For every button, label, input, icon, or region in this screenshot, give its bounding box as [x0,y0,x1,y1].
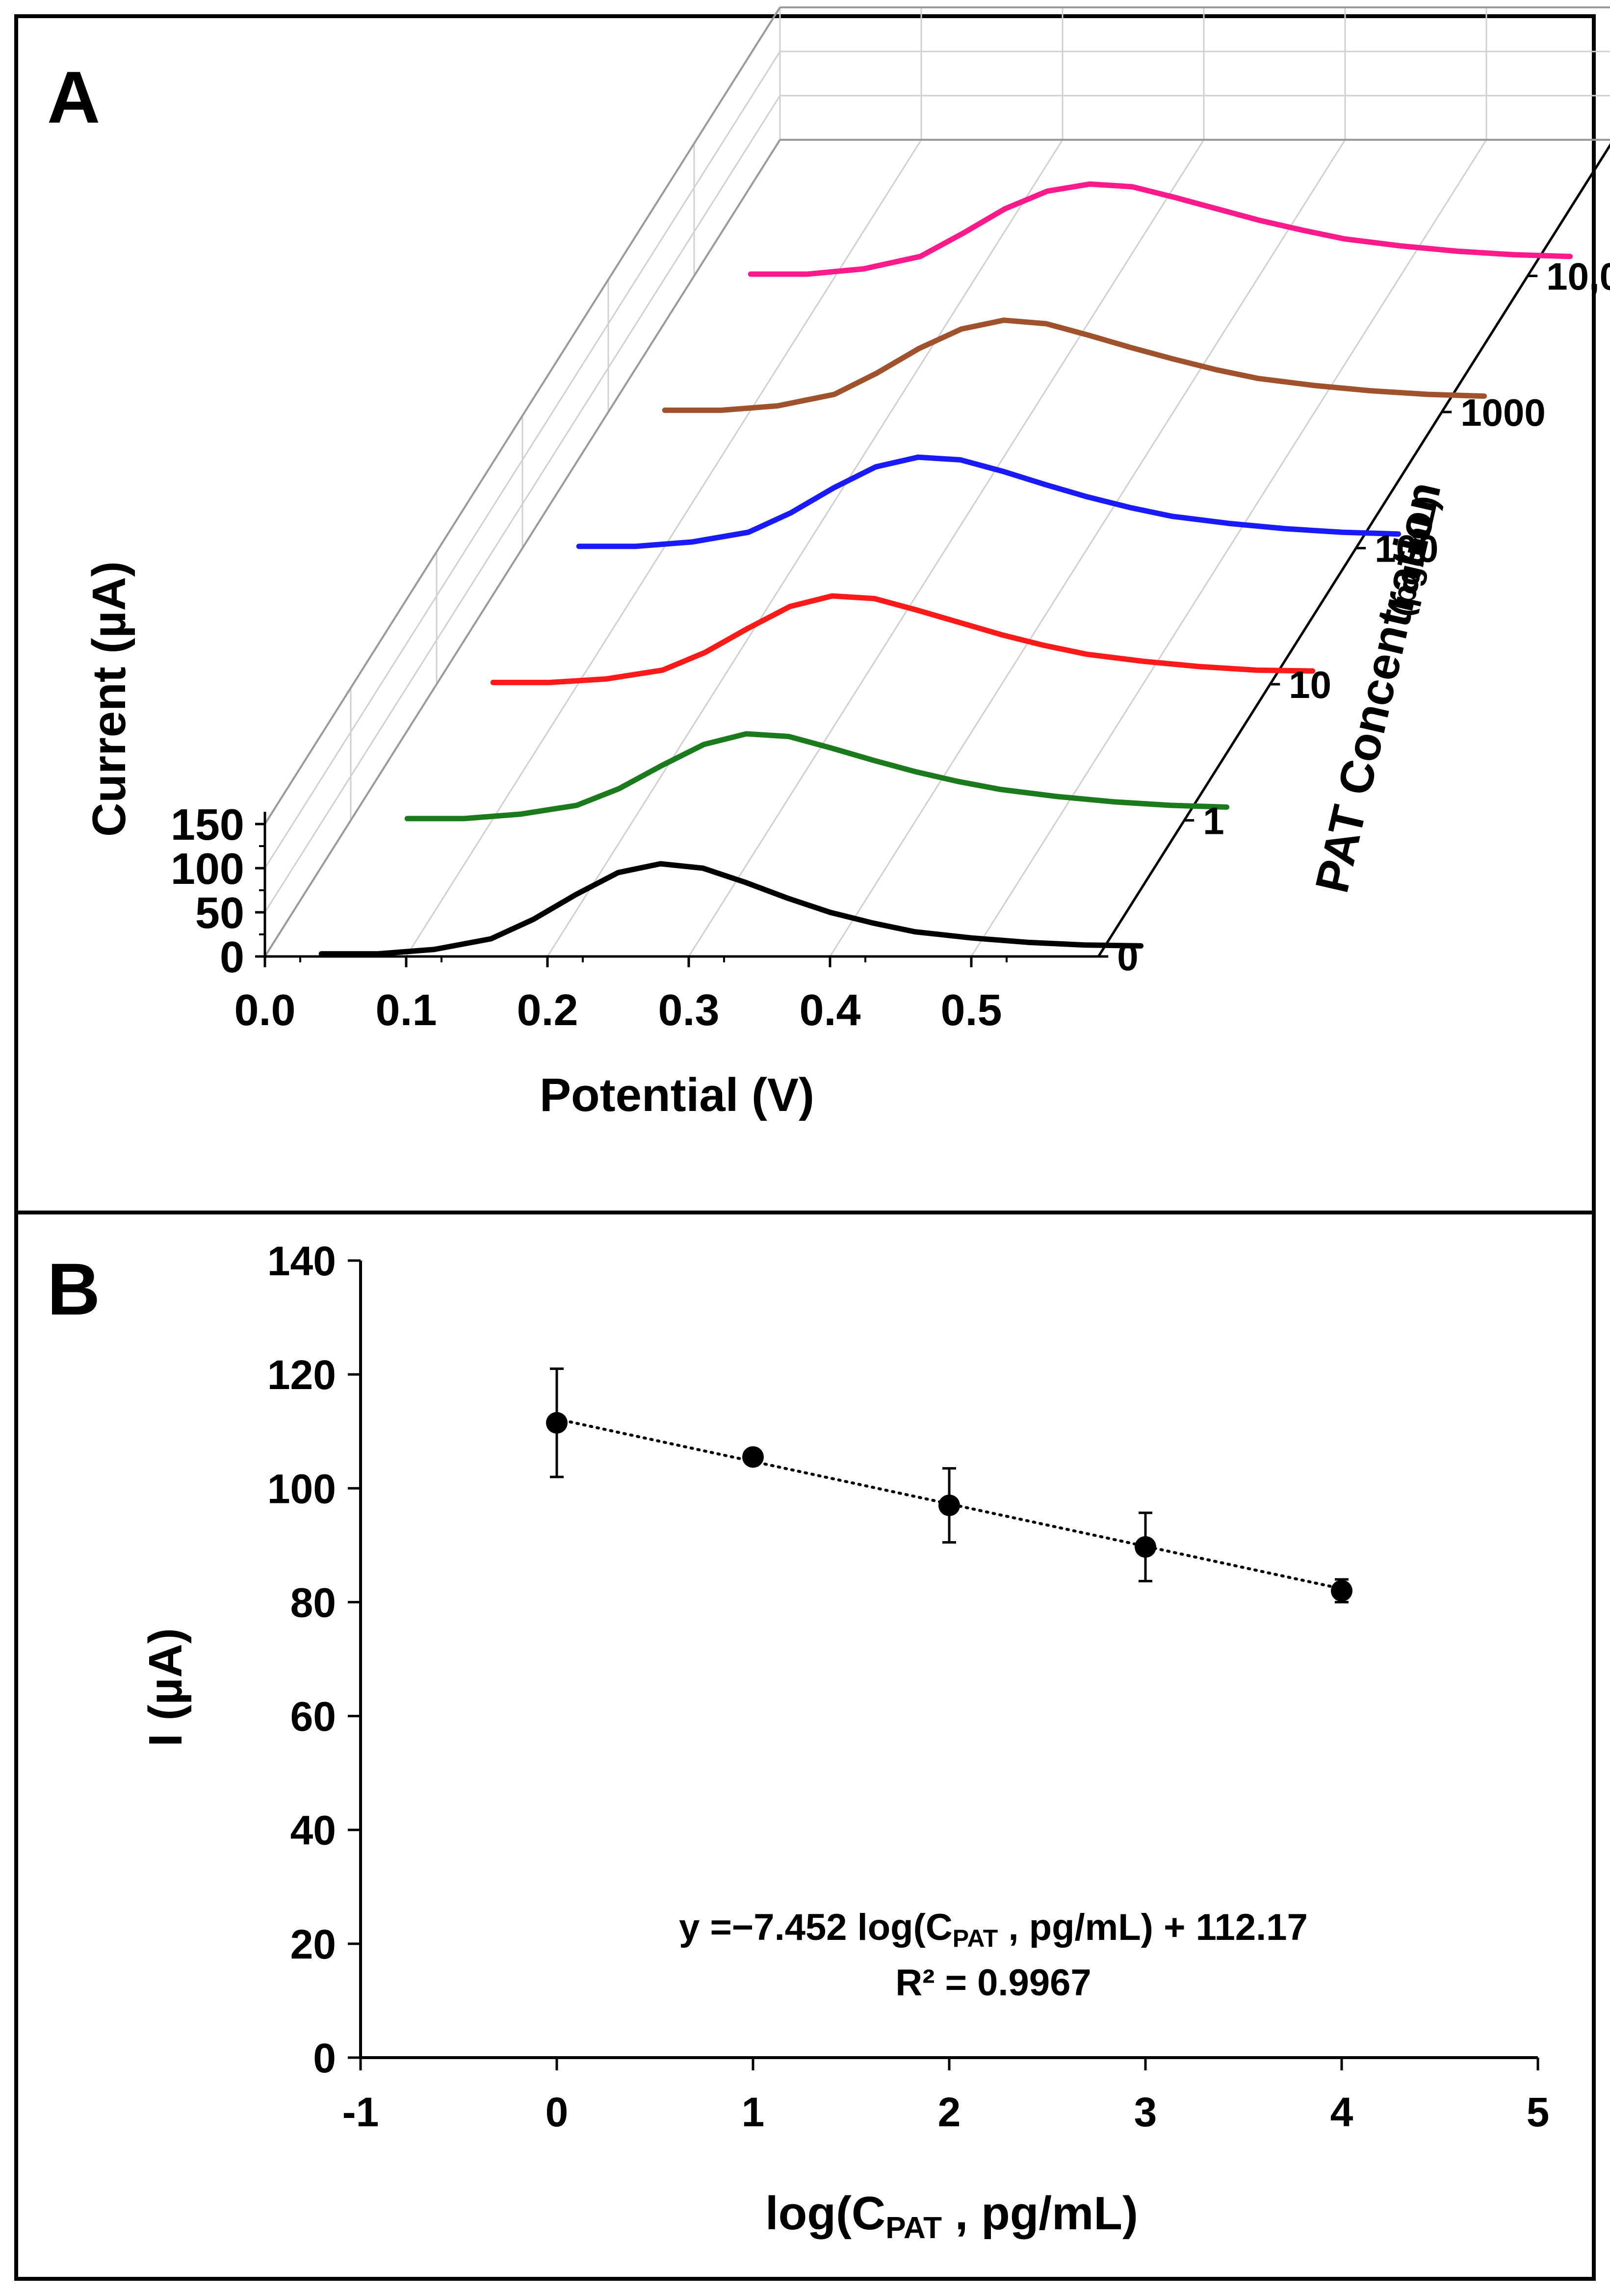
depth-tick-label: 10,000 [1546,255,1610,298]
figure-border [14,14,1596,2281]
floor-grid-line [688,139,1205,957]
panel-b-equation: y =−7.452 log(CPAT , pg/mL) + 112.17 [679,1907,1308,1952]
left-wall-grid-line [264,51,781,869]
panel-b-data [546,1367,1352,1603]
depth-tick-label: 1000 [1460,391,1546,434]
data-point [742,1446,764,1468]
depth-tick-label: 0 [1117,935,1138,979]
y-tick-label: 100 [267,1466,336,1512]
x-tick-label: 0 [545,2089,569,2135]
panel-b-equation-sub: PAT [953,1925,998,1952]
x-tick-label: 4 [1330,2089,1353,2135]
depth-tick-label: 10 [1289,663,1331,706]
data-point [1135,1536,1156,1558]
panel-b-x-title-main: log(C [765,2187,885,2240]
box-edge [264,6,781,825]
panel-b-label: B [47,1248,100,1330]
panel-b-x-title-sub: PAT [885,2211,942,2245]
left-wall-grid-line [264,95,781,913]
y-tick-label: 120 [267,1352,336,1398]
series-line-100 [576,454,1402,549]
panel-b-x-title-end: , pg/mL) [942,2187,1138,2240]
x-tick-label: 0.2 [517,986,578,1035]
x-tick-label: 0.4 [799,986,860,1035]
y-tick-label: 150 [171,800,244,850]
x-tick-label: 0.1 [375,986,437,1035]
panel-a-y-axis-title: Current (µA) [83,561,135,837]
panel-b-axes [348,1259,1539,2070]
series-line-10 [490,593,1316,685]
panel-a: A 0.0 0.1 0.2 0.3 0.4 0.505010015001101001000… [47,6,1610,1121]
x-tick-label: 0.3 [658,986,719,1035]
panel-a-axes [255,143,1610,967]
panel-b-x-axis-title: log(CPAT , pg/mL) [765,2187,1138,2245]
panel-b-y-axis-title: I (µA) [139,1628,192,1747]
x-tick-label: 2 [938,2089,961,2135]
panel-b-equation-suffix: , pg/mL) + 112.17 [998,1907,1308,1948]
series-line-1000 [662,317,1487,413]
y-tick-label: 0 [313,2035,336,2081]
x-tick-label: 1 [742,2089,765,2135]
panel-a-x-axis-title: Potential (V) [540,1069,814,1121]
data-point [1331,1580,1352,1602]
x-tick-label: 0.0 [234,986,295,1035]
y-tick-label: 80 [290,1579,336,1625]
panel-b-equation-prefix: y =−7.452 log(C [679,1907,953,1948]
y-tick-label: 50 [195,889,244,938]
x-tick-label: -1 [342,2089,379,2135]
series-line-0 [318,861,1144,957]
floor-grid-line [829,139,1346,957]
series-line-1 [404,731,1230,822]
depth-tick-label: 1 [1203,800,1224,843]
series-line-10000 [748,181,1573,277]
panel-a-tick-labels: 0.0 0.1 0.2 0.3 0.4 0.50501001500110100100010… [171,255,1610,1035]
x-tick-label: 0.5 [940,986,1002,1035]
panel-a-label: A [47,56,100,138]
x-tick-label: 5 [1527,2089,1550,2135]
y-tick-label: 60 [290,1694,336,1740]
panel-b-r2: R² = 0.9967 [895,1962,1091,2004]
y-tick-label: 0 [220,933,244,982]
depth-tick-label: 100 [1375,527,1438,570]
y-tick-label: 100 [171,845,244,894]
y-tick-label: 140 [267,1238,336,1284]
y-tick-label: 20 [290,1921,336,1967]
panel-a-3d-grid [264,6,1610,957]
floor-grid-line [970,139,1487,957]
box-edge [264,139,781,957]
data-point [546,1412,568,1434]
floor-grid-line [546,139,1064,957]
x-tick-label: 3 [1134,2089,1157,2135]
floor-grid-line [405,139,922,957]
data-point [938,1495,960,1517]
panel-a-curves [318,181,1573,957]
y-tick-label: 40 [290,1807,336,1854]
